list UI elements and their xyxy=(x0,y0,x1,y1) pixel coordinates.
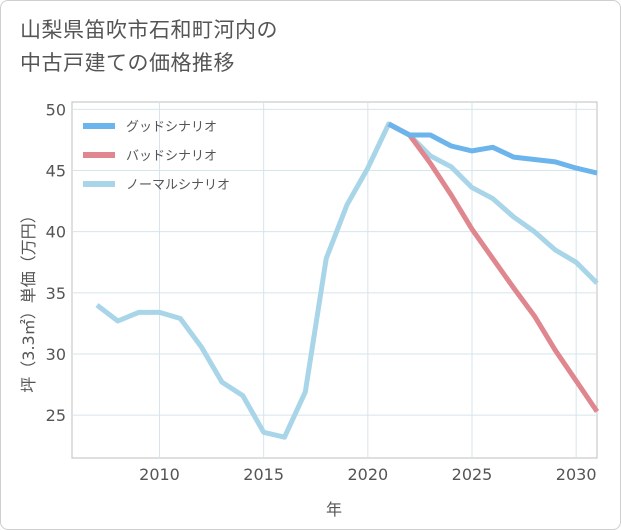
x-tick-label: 2020 xyxy=(347,465,388,484)
series-lines xyxy=(95,121,600,440)
y-tick-labels: 25 30 35 40 45 50 xyxy=(46,100,66,425)
x-axis-title: 年 xyxy=(326,500,342,519)
x-tick-labels: 2010 2015 2020 2025 2030 xyxy=(139,465,596,484)
x-tick-label: 2030 xyxy=(556,465,597,484)
y-axis-title: 坪（3.3㎡）単価（万円） xyxy=(19,207,38,392)
series-line-2 xyxy=(387,121,600,413)
y-tick-label: 30 xyxy=(46,345,66,364)
series-line-3 xyxy=(95,121,599,440)
y-tick-label: 35 xyxy=(46,284,66,303)
title-line-1: 山梨県笛吹市石和町河内の xyxy=(20,18,278,42)
legend-label: グッドシナリオ xyxy=(126,120,217,135)
x-tick-label: 2025 xyxy=(452,465,493,484)
legend-label: ノーマルシナリオ xyxy=(126,178,230,193)
y-tick-label: 50 xyxy=(46,100,66,119)
x-tick-label: 2010 xyxy=(139,465,180,484)
x-tick-label: 2015 xyxy=(243,465,284,484)
legend-label: バッドシナリオ xyxy=(126,149,217,164)
y-tick-label: 25 xyxy=(46,406,66,425)
title-line-2: 中古戸建ての価格推移 xyxy=(20,51,235,75)
y-tick-label: 40 xyxy=(46,223,66,242)
y-tick-label: 45 xyxy=(46,162,66,181)
chart-title: 山梨県笛吹市石和町河内の 中古戸建ての価格推移 xyxy=(20,14,278,80)
series-line-1 xyxy=(387,121,598,176)
